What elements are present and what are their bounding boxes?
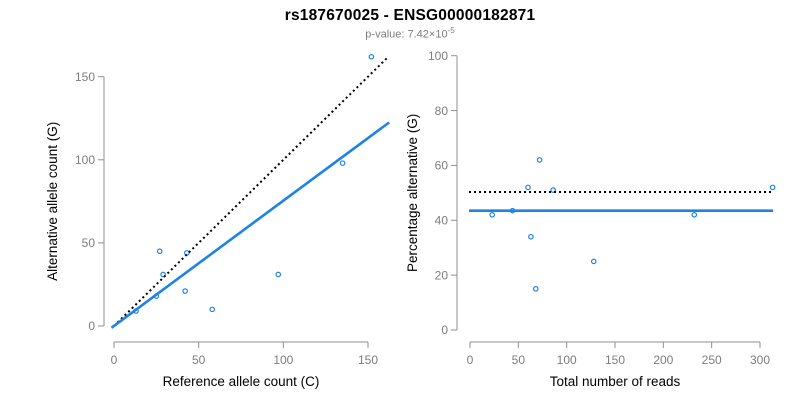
y-axis-tick-label: 100	[428, 49, 448, 63]
y-axis-tick-label: 50	[82, 236, 96, 250]
y-axis-title: Alternative allele count (G)	[45, 122, 60, 281]
x-axis-tick-label: 150	[605, 353, 625, 367]
y-axis-tick-label: 0	[441, 323, 448, 337]
data-point	[525, 184, 531, 191]
x-axis-tick-label: 0	[467, 353, 474, 367]
x-axis-title: Reference allele count (C)	[163, 374, 320, 389]
data-point	[536, 157, 543, 163]
x-axis-tick-label: 100	[273, 353, 293, 367]
fit-line	[110, 121, 390, 329]
x-axis-tick-label: 50	[192, 353, 206, 367]
data-point	[691, 211, 698, 218]
x-axis-title: Total number of reads	[550, 374, 681, 389]
data-point	[550, 187, 556, 193]
x-axis-tick-label: 50	[512, 353, 526, 367]
y-axis-tick-label: 20	[435, 268, 449, 282]
y-axis-title: Percentage alternative (G)	[405, 114, 420, 272]
data-point	[528, 233, 534, 240]
data-point	[532, 286, 539, 292]
data-point	[182, 288, 188, 294]
x-axis-tick-label: 250	[702, 353, 722, 367]
data-point	[769, 184, 776, 191]
data-point	[368, 53, 375, 60]
y-axis-tick-label: 0	[88, 319, 95, 333]
y-axis-tick-label: 150	[75, 70, 95, 84]
x-axis-tick-label: 100	[557, 353, 577, 367]
data-point	[184, 250, 190, 256]
data-point	[160, 271, 166, 278]
allele-count-scatter-panel: 0 50 100 150 0 50 100 150 Reference allele count…	[45, 53, 390, 389]
x-axis-tick-label: 150	[358, 353, 378, 367]
data-point	[339, 160, 346, 166]
identity-line	[113, 56, 390, 327]
y-axis-tick-label: 100	[75, 153, 95, 167]
y-axis-tick-label: 40	[435, 213, 449, 227]
percentage-alternative-scatter-panel: 0 50 100 150 200 250 300 0 20 40 60 80 100 Total numb…	[405, 49, 776, 389]
x-axis-tick-label: 300	[750, 353, 770, 367]
data-point	[489, 211, 496, 218]
x-axis-tick-label: 0	[111, 353, 118, 367]
data-point	[590, 258, 597, 265]
x-axis-tick-label: 200	[653, 353, 673, 367]
y-axis-tick-label: 80	[435, 104, 449, 118]
data-point	[275, 271, 282, 278]
y-axis-tick-label: 60	[435, 159, 449, 173]
data-point	[156, 248, 163, 255]
data-point	[209, 306, 216, 313]
